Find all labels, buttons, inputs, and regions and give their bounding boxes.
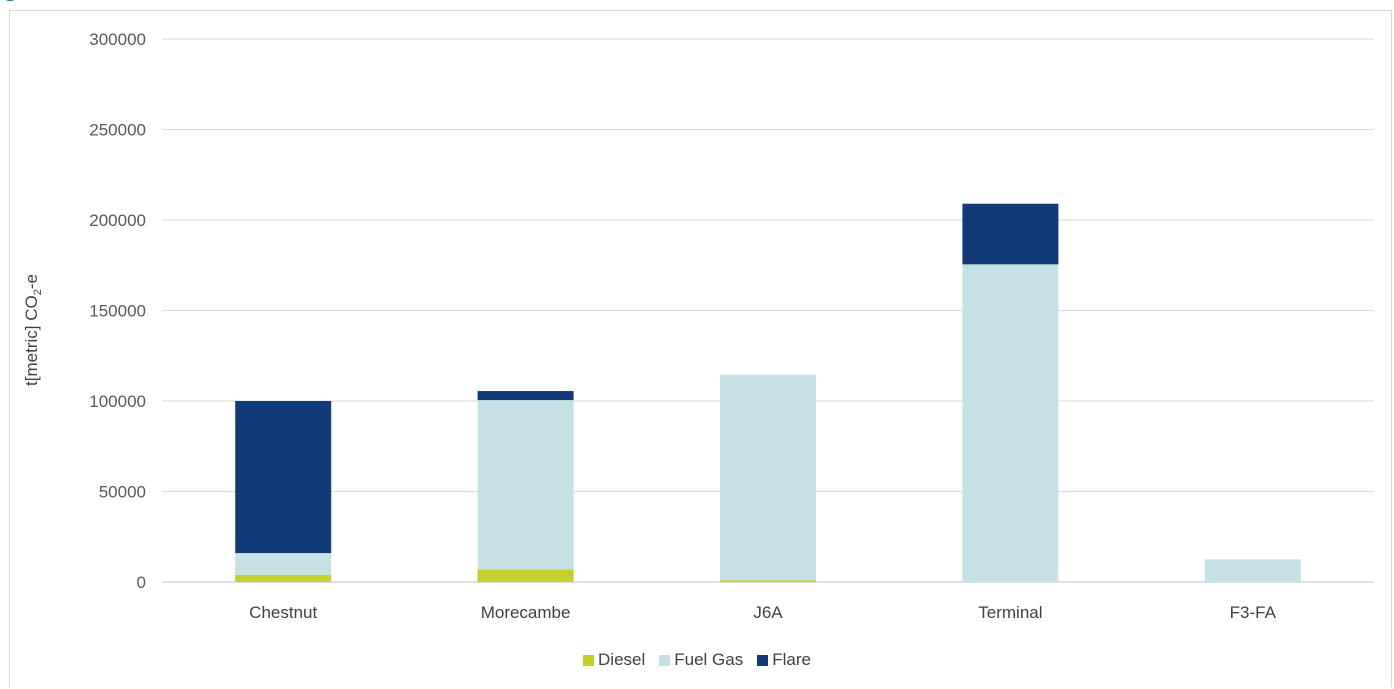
bar-flare-morecambe bbox=[477, 391, 574, 401]
y-tick-label: 50000 bbox=[99, 483, 146, 502]
legend-label: Fuel Gas bbox=[674, 650, 744, 669]
y-tick-label: 200000 bbox=[89, 211, 146, 230]
bar-fuel-gas-chestnut bbox=[235, 553, 332, 575]
x-tick-label: Morecambe bbox=[481, 603, 571, 622]
x-tick-label: Chestnut bbox=[249, 603, 317, 622]
legend-swatch bbox=[659, 654, 671, 666]
bar-diesel-chestnut bbox=[235, 574, 332, 582]
bar-fuel-gas-f3-fa bbox=[1204, 559, 1301, 582]
x-tick-label: J6A bbox=[753, 603, 783, 622]
y-tick-labels: 0 50000 100000 150000 200000 250000 300000 bbox=[89, 30, 146, 592]
legend-label: Flare bbox=[772, 650, 811, 669]
bar-flare-chestnut bbox=[235, 401, 332, 554]
x-tick-label: F3-FA bbox=[1230, 603, 1277, 622]
legend-item: Flare bbox=[757, 650, 811, 670]
legend: Diesel Fuel Gas Flare bbox=[0, 650, 1394, 670]
y-tick-label: 0 bbox=[137, 573, 146, 592]
y-tick-label: 150000 bbox=[89, 302, 146, 321]
bar-fuel-gas-terminal bbox=[962, 264, 1059, 582]
bar-flare-terminal bbox=[962, 203, 1059, 265]
y-axis-label-wrap: t[metric] CO2-e bbox=[22, 0, 44, 600]
y-tick-label: 300000 bbox=[89, 30, 146, 49]
legend-swatch bbox=[583, 654, 595, 666]
legend-item: Diesel bbox=[583, 650, 645, 670]
bar-diesel-morecambe bbox=[477, 569, 574, 582]
y-axis-label: t[metric] CO2-e bbox=[21, 274, 45, 386]
bar-fuel-gas-j6a bbox=[720, 374, 816, 581]
legend-swatch bbox=[757, 654, 769, 666]
chart-frame bbox=[9, 10, 1392, 687]
x-tick-label: Terminal bbox=[978, 603, 1042, 622]
y-tick-label: 100000 bbox=[89, 392, 146, 411]
bar-fuel-gas-morecambe bbox=[477, 400, 574, 570]
bars bbox=[235, 203, 1301, 582]
bar-diesel-j6a bbox=[720, 580, 816, 582]
x-tick-labels: Chestnut Morecambe J6A Terminal F3-FA bbox=[249, 603, 1276, 622]
legend-label: Diesel bbox=[598, 650, 646, 669]
y-tick-label: 250000 bbox=[89, 121, 146, 140]
legend-item: Fuel Gas bbox=[659, 650, 743, 670]
